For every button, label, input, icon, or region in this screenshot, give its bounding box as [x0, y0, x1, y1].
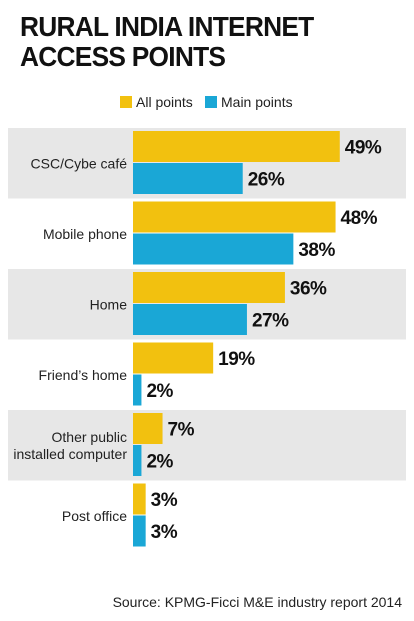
data-label-all-points-home: 36%	[290, 279, 327, 300]
category-label: Post office	[62, 508, 127, 524]
data-label-all-points-post-office: 3%	[151, 490, 178, 511]
data-label-main-points-mobile-phone: 38%	[298, 240, 335, 261]
data-label-main-points-home: 27%	[252, 311, 289, 332]
data-label-main-points-post-office: 3%	[151, 522, 178, 543]
legend-swatch-main-points	[205, 96, 217, 108]
data-label-main-points-other-public-installed-computer: 2%	[146, 452, 173, 473]
legend-swatch-all-points	[120, 96, 132, 108]
legend-label-all-points: All points	[136, 94, 193, 110]
bar-main-points-post-office	[133, 515, 146, 547]
bar-main-points-friend-s-home	[133, 374, 142, 406]
chart-title-line-2: ACCESS POINTS	[20, 41, 226, 72]
source-note: Source: KPMG-Ficci M&E industry report 2…	[112, 594, 402, 610]
bar-main-points-mobile-phone	[133, 233, 294, 265]
category-label: CSC/Cybe café	[31, 155, 128, 171]
bar-main-points-home	[133, 304, 247, 335]
bar-main-points-other-public-installed-computer	[133, 445, 142, 476]
category-label: installed computer	[13, 446, 127, 462]
category-label: Other public	[52, 429, 127, 445]
row-band-other-public-installed-computer	[8, 410, 406, 481]
category-label: Friend’s home	[39, 367, 128, 383]
category-label: Home	[90, 296, 128, 312]
chart-title-line-1: RURAL INDIA INTERNET	[20, 11, 314, 42]
bar-all-points-post-office	[133, 483, 146, 515]
bar-all-points-home	[133, 272, 285, 303]
data-label-main-points-csc-cybe-caf: 26%	[248, 170, 285, 191]
legend: All points Main points	[0, 93, 414, 111]
data-label-all-points-other-public-installed-computer: 7%	[168, 420, 195, 441]
bar-all-points-csc-cybe-caf	[133, 131, 340, 162]
chart-title: RURAL INDIA INTERNET ACCESS POINTS	[20, 12, 387, 72]
data-label-all-points-friend-s-home: 19%	[218, 349, 255, 370]
bar-all-points-other-public-installed-computer	[133, 413, 163, 444]
data-label-all-points-mobile-phone: 48%	[341, 208, 378, 229]
bar-all-points-friend-s-home	[133, 342, 214, 374]
legend-label-main-points: Main points	[221, 94, 293, 110]
bar-main-points-csc-cybe-caf	[133, 163, 243, 194]
bar-all-points-mobile-phone	[133, 201, 336, 233]
data-label-main-points-friend-s-home: 2%	[146, 381, 173, 402]
category-label: Mobile phone	[43, 226, 127, 242]
data-label-all-points-csc-cybe-caf: 49%	[345, 138, 382, 159]
